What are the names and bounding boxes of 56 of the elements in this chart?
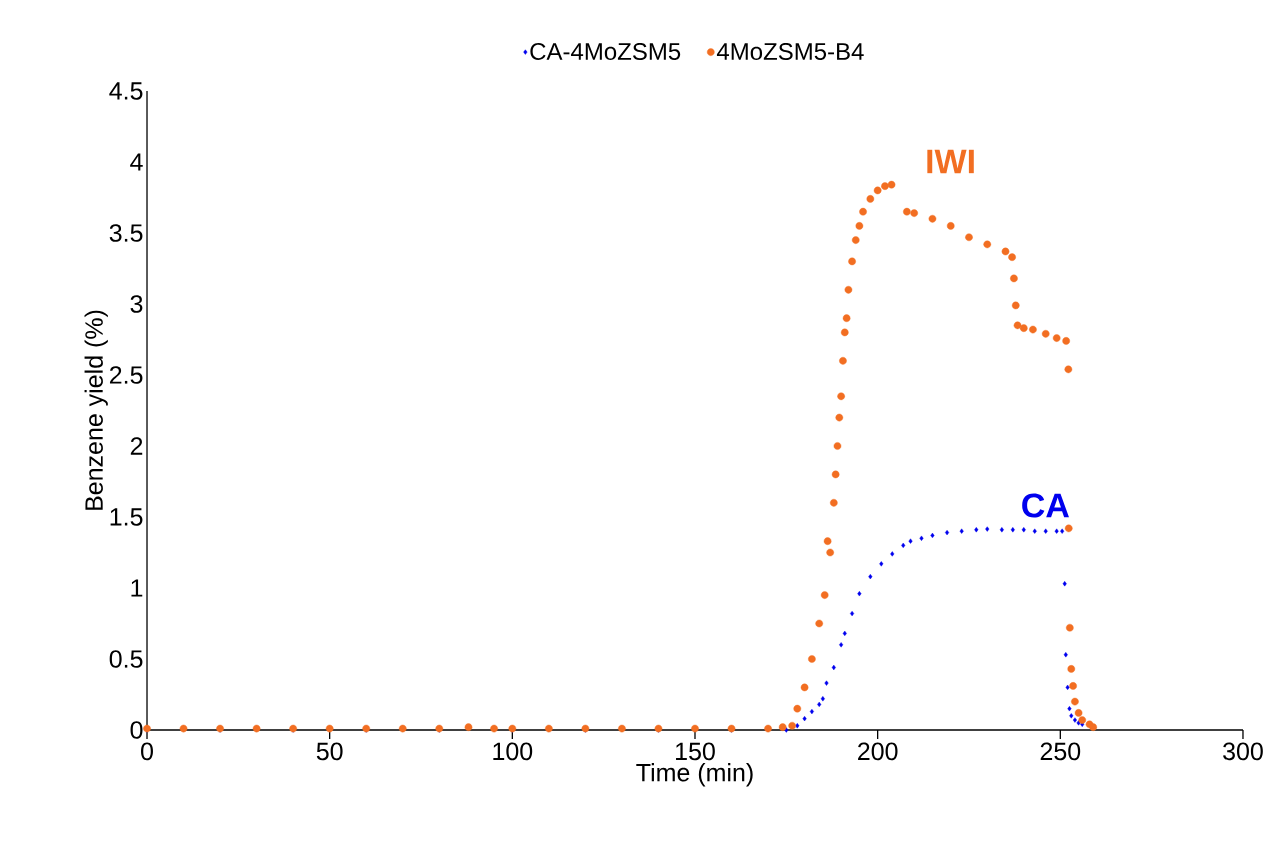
y-tick-label: 2 [130,437,143,455]
point [1069,713,1074,719]
x-tick-label: 250 [1040,742,1081,761]
point [857,591,862,597]
point [839,642,844,648]
point [974,527,979,533]
point [824,680,829,686]
x-tick-label: 300 [1223,742,1263,761]
point [1010,527,1015,533]
point [831,664,836,671]
point [842,630,847,637]
point [802,716,807,722]
point [879,561,884,567]
x-tick-label: 100 [493,742,533,761]
point [1067,706,1072,712]
x-tick-label: 150 [676,742,715,761]
legend-label: CA-4MoZSM5 [530,42,681,60]
point [1043,528,1048,534]
point [999,527,1004,533]
y-tick-label: 4.5 [109,82,143,100]
legend-label: 4MoZSM5-B4 [716,42,864,60]
x-tick-label: 200 [858,742,898,761]
y-axis-title: Benzene yield (%) [84,310,108,510]
point [1054,528,1059,534]
point [1065,684,1070,690]
point [919,535,924,541]
point [959,528,964,534]
point [908,538,913,544]
point [1063,652,1068,658]
y-tick-label: 3 [130,295,143,313]
point [890,551,895,557]
point [1021,527,1026,533]
point [901,542,906,548]
y-tick-label: 3.5 [109,224,143,242]
point [945,530,950,536]
point [1072,717,1077,723]
point [809,708,814,715]
annotation: CA [1022,493,1069,518]
point [850,610,855,617]
x-tick-label: 50 [316,742,343,761]
point [985,526,990,532]
y-tick-label: 1.5 [110,508,143,526]
point [930,532,935,539]
point [820,696,825,702]
x-axis-title: Time (min) [636,763,753,787]
y-tick-label: 0 [130,721,143,739]
point [868,574,873,580]
point [1062,581,1067,587]
annotation: IWI [927,149,974,174]
y-tick-label: 1 [131,579,143,597]
point [1060,528,1065,534]
point [817,701,822,708]
point [1032,528,1037,534]
y-tick-label: 4 [130,153,143,171]
y-tick-label: 0.5 [109,650,143,668]
y-tick-label: 2.5 [109,366,143,384]
